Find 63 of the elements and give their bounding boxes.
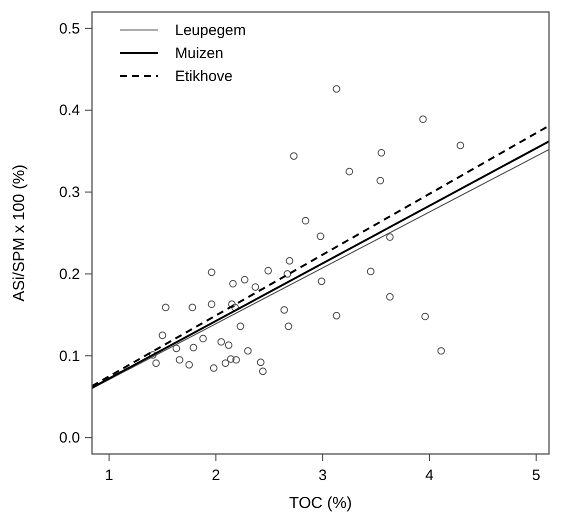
- point: [386, 233, 394, 241]
- x-tick-label: 3: [318, 467, 327, 484]
- point: [208, 268, 216, 276]
- point: [188, 304, 196, 312]
- y-tick-label: 0.2: [59, 266, 80, 283]
- point: [158, 332, 166, 340]
- point: [199, 334, 207, 342]
- point: [217, 338, 225, 346]
- y-tick-label: 0.5: [59, 20, 80, 38]
- point: [286, 257, 294, 265]
- point: [284, 270, 292, 278]
- point: [244, 347, 252, 355]
- point: [176, 356, 184, 364]
- point: [421, 312, 429, 320]
- point: [378, 148, 386, 157]
- point: [419, 115, 427, 124]
- point: [185, 360, 193, 369]
- point: [208, 300, 216, 308]
- point: [252, 283, 260, 291]
- x-tick-label: 2: [212, 467, 220, 484]
- point: [240, 276, 248, 284]
- point: [376, 176, 384, 184]
- point: [236, 322, 244, 330]
- x-tick-label: 4: [425, 467, 434, 484]
- legend-label: Leupegem: [175, 22, 246, 39]
- point: [366, 268, 374, 276]
- point: [437, 347, 445, 355]
- point: [210, 364, 218, 372]
- point: [172, 344, 180, 352]
- point: [256, 358, 265, 366]
- point: [228, 300, 236, 308]
- point: [190, 344, 198, 352]
- point: [290, 152, 298, 160]
- point: [162, 304, 170, 312]
- x-tick-label: 5: [532, 467, 540, 484]
- point: [149, 351, 157, 359]
- point: [222, 359, 230, 367]
- point: [346, 168, 354, 176]
- point: [229, 280, 237, 288]
- point: [152, 359, 160, 367]
- point: [318, 277, 326, 286]
- legend-label: Etikhove: [175, 68, 233, 85]
- point: [386, 293, 394, 301]
- point: [259, 368, 267, 376]
- y-tick-label: 0.4: [59, 102, 80, 120]
- point: [227, 355, 235, 363]
- point: [302, 216, 310, 225]
- y-tick-label: 0.1: [59, 348, 80, 365]
- x-axis-title: TOC (%): [289, 495, 352, 512]
- y-axis-title: ASi/SPM x 100 (%): [11, 164, 28, 302]
- point: [232, 356, 240, 364]
- point: [264, 266, 272, 274]
- point: [284, 322, 292, 330]
- y-tick-label: 0.0: [59, 430, 80, 447]
- x-tick-label: 1: [104, 467, 114, 484]
- point: [280, 306, 288, 314]
- point: [316, 232, 324, 240]
- point: [456, 142, 464, 150]
- point: [224, 341, 232, 349]
- legend-label: Muizen: [175, 45, 224, 62]
- point: [332, 85, 340, 93]
- y-tick-label: 0.3: [59, 184, 80, 202]
- point: [332, 312, 340, 320]
